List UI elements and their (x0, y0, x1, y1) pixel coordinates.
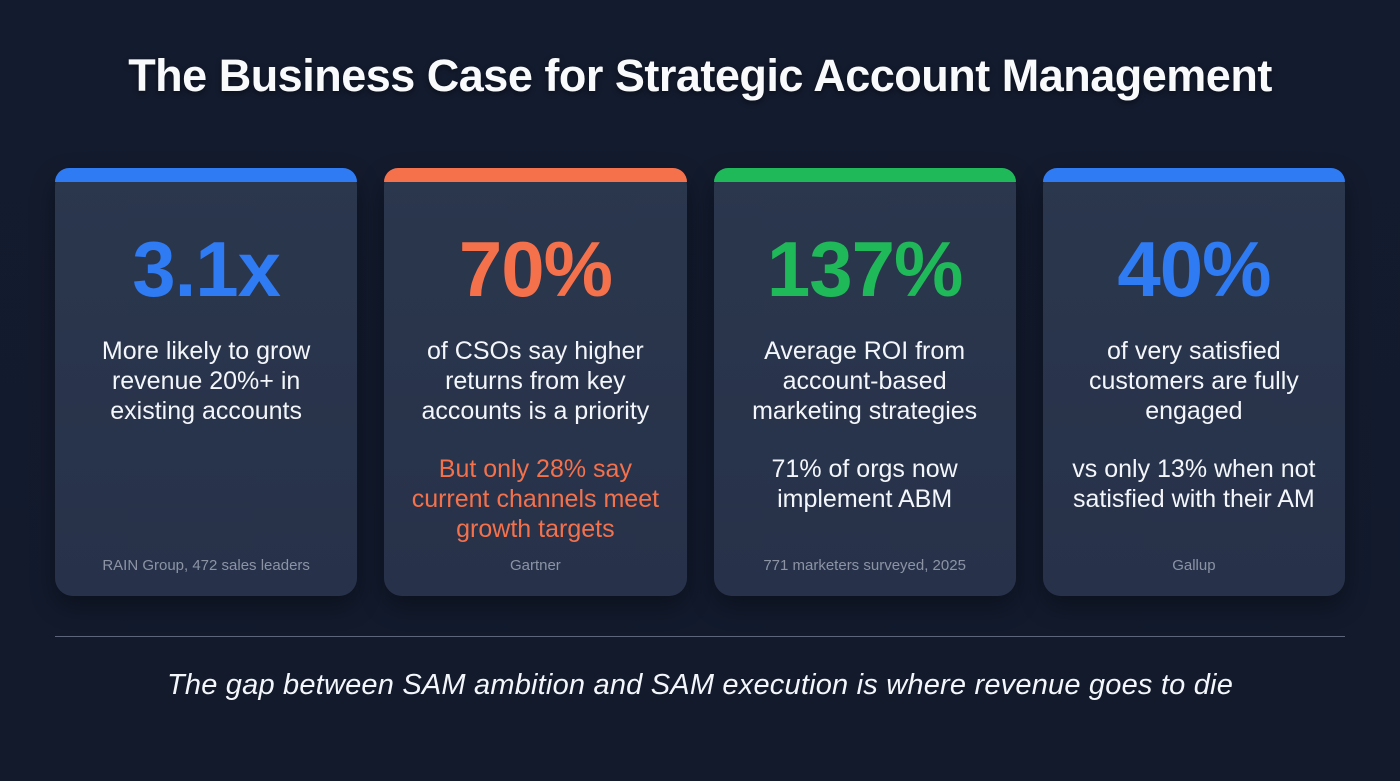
stat-description: Average ROI from account-based marketing… (752, 337, 978, 425)
divider (55, 636, 1345, 637)
card-accent-bar (713, 168, 1016, 182)
card-accent-bar (384, 168, 687, 182)
page-title: The Business Case for Strategic Account … (128, 50, 1272, 101)
stat-card: 40% of very satisfied customers are full… (1042, 168, 1345, 596)
stat-cards-row: 3.1x More likely to grow revenue 20%+ in… (0, 168, 1400, 596)
stat-highlight: But only 28% say current channels meet g… (411, 455, 660, 543)
stat-card: 3.1x More likely to grow revenue 20%+ in… (55, 168, 358, 596)
stat-source: Gartner (509, 557, 561, 574)
stat-source: 771 marketers surveyed, 2025 (763, 557, 966, 574)
stat-secondary: vs only 13% when not satisfied with thei… (1072, 455, 1316, 513)
stat-source: RAIN Group, 472 sales leaders (102, 557, 310, 574)
stat-value: 137% (766, 225, 964, 313)
footer-quote: The gap between SAM ambition and SAM exe… (166, 669, 1234, 701)
stat-value: 70% (458, 225, 613, 313)
stat-card: 70% of CSOs say higher returns from key … (384, 168, 687, 596)
stat-source: Gallup (1172, 557, 1216, 574)
stat-card: 137% Average ROI from account-based mark… (713, 168, 1016, 596)
stat-secondary: 71% of orgs now implement ABM (771, 455, 958, 513)
card-accent-bar (55, 168, 358, 182)
stat-description: More likely to grow revenue 20%+ in exis… (101, 337, 311, 425)
card-accent-bar (1042, 168, 1345, 182)
stat-description: of CSOs say higher returns from key acco… (421, 337, 650, 425)
stat-value: 40% (1117, 225, 1271, 313)
stat-description: of very satisfied customers are fully en… (1088, 337, 1299, 425)
stat-value: 3.1x (132, 225, 281, 313)
